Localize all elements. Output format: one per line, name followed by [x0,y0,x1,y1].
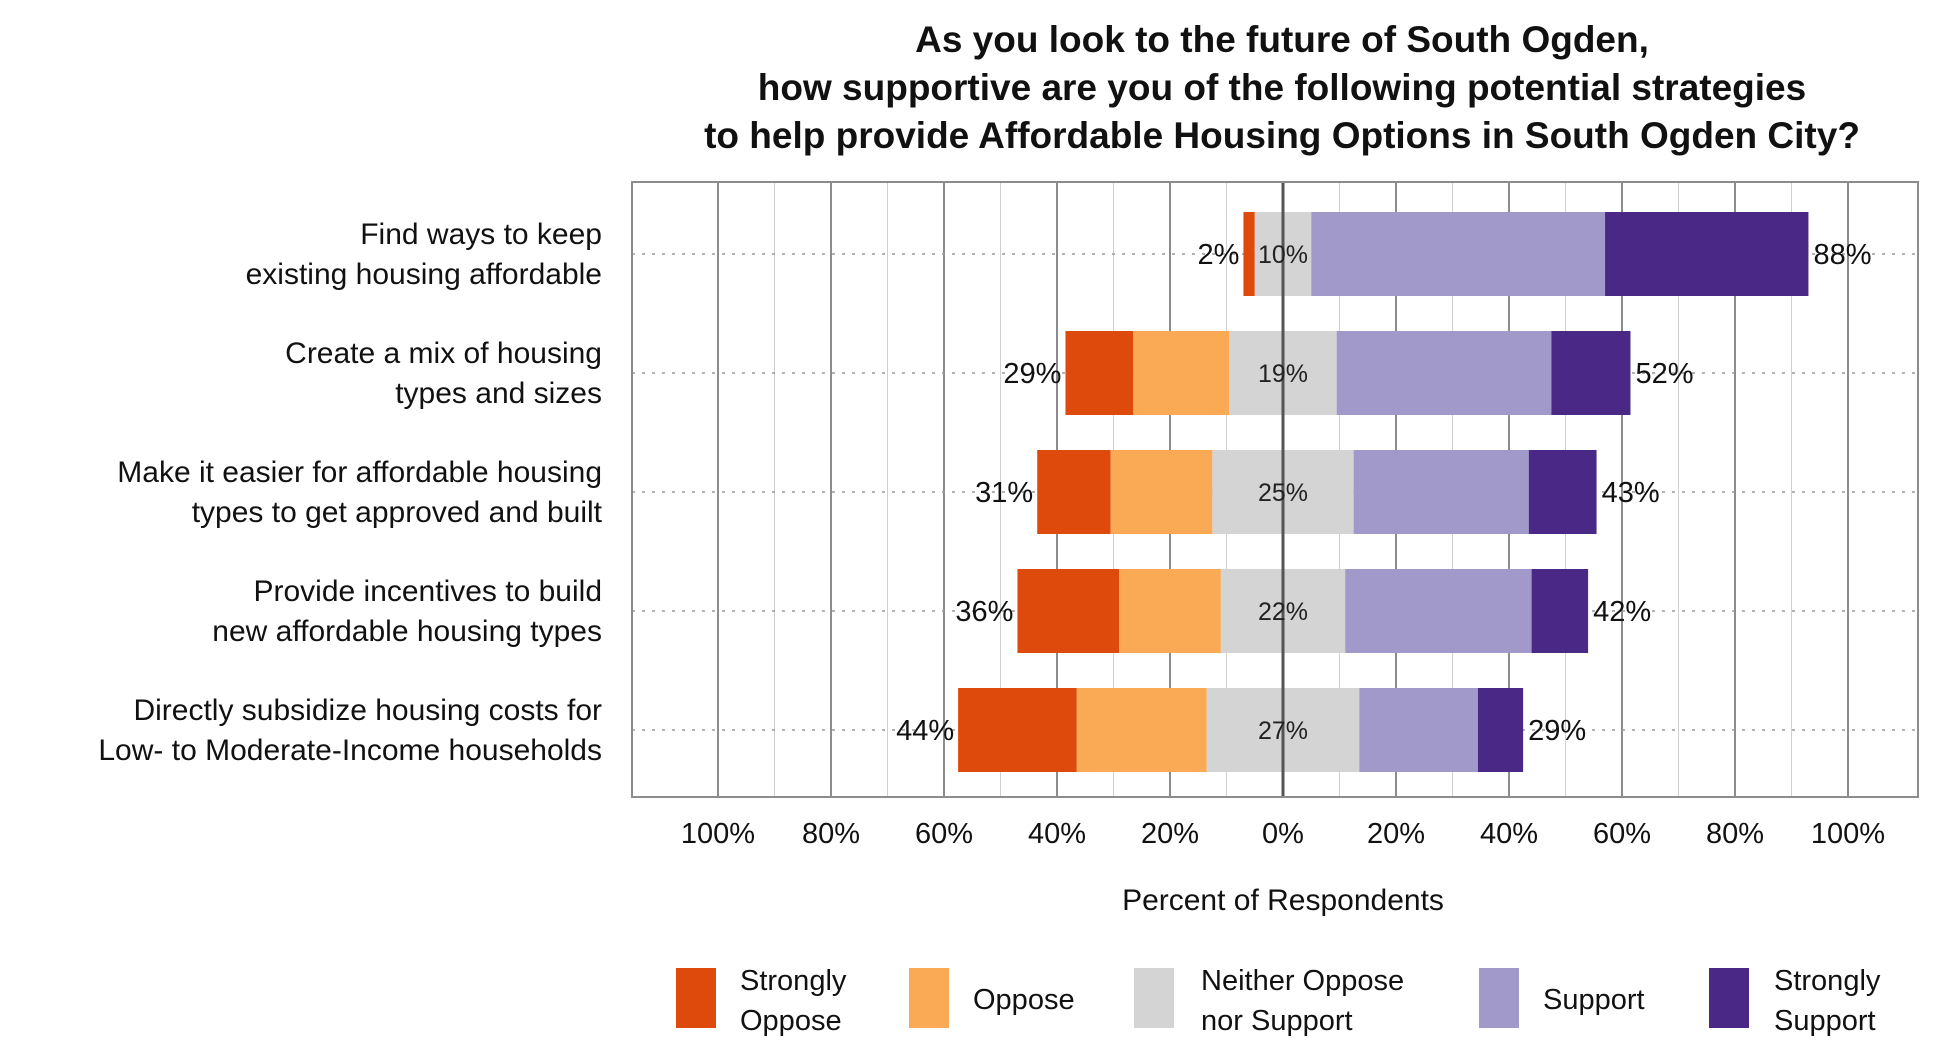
bar-segment-oppose [1133,331,1230,415]
category-label: Provide incentives to build [253,575,602,608]
chart-title: As you look to the future of South Ogden… [704,19,1860,156]
category-label: types to get approved and built [192,496,603,529]
x-tick-label: 20% [1141,818,1199,850]
chart-title-line-1: As you look to the future of South Ogden… [915,19,1649,60]
bar-segment-strongly-oppose [1017,569,1120,653]
bar-segment-strongly-support [1477,688,1524,772]
plot-frame [631,181,1919,798]
bar-segment-oppose [1110,450,1213,534]
bar-segment-oppose [1076,688,1207,772]
oppose-total-label: 29% [1003,358,1061,390]
bar-segment-strongly-support [1531,569,1589,653]
category-label: Directly subsidize housing costs for [133,694,602,727]
bar-segment-strongly-support [1605,212,1809,296]
category-label: existing housing affordable [246,258,602,291]
category-labels: Find ways to keep existing housing afford… [98,218,602,767]
bar-segment-strongly-oppose [1037,450,1111,534]
support-total-label: 29% [1528,715,1586,747]
oppose-total-label: 31% [975,477,1033,509]
legend-label: Oppose [973,984,1075,1016]
legend-swatch [1709,968,1749,1028]
bar-segment-support [1353,450,1529,534]
x-axis-title: Percent of Respondents [1122,884,1444,917]
data-labels: 2% 10% 88% 29% 19% 52% 31% 25% 43% 36% 22% 42% 44% 27… [896,239,1871,747]
oppose-total-label: 44% [896,715,954,747]
x-tick-label: 60% [915,818,973,850]
oppose-total-label: 2% [1198,239,1240,271]
legend-label: Neither Oppose [1201,965,1404,997]
x-axis-ticks: 100% 80% 60% 40% 20% 0% 20% 40% 60% 80% 100% [681,818,1885,850]
bar-segment-strongly-support [1551,331,1631,415]
category-label: new affordable housing types [212,615,602,648]
neutral-label: 22% [1258,598,1308,626]
bars [958,212,1809,772]
bar-segment-strongly-oppose [1243,212,1255,296]
x-tick-label: 100% [1811,818,1885,850]
support-total-label: 88% [1813,239,1871,271]
bar-segment-strongly-support [1528,450,1597,534]
oppose-total-label: 36% [955,596,1013,628]
x-tick-label: 20% [1367,818,1425,850]
legend-label: Strongly [1774,965,1881,997]
legend-label: Oppose [740,1005,842,1037]
legend-label: Support [1774,1005,1876,1037]
bar-segment-support [1311,212,1606,296]
bar-segment-strongly-oppose [958,688,1077,772]
support-total-label: 43% [1602,477,1660,509]
legend: Strongly Oppose Oppose Neither Oppose nor Su… [676,965,1881,1037]
chart-title-line-2: how supportive are you of the following … [758,67,1806,108]
bar-segment-support [1336,331,1552,415]
category-label: Low- to Moderate-Income households [98,734,602,767]
bar-segment-support [1359,688,1478,772]
neutral-label: 27% [1258,717,1308,745]
x-tick-label: 40% [1028,818,1086,850]
chart-title-line-3: to help provide Affordable Housing Optio… [704,115,1860,156]
x-tick-label: 80% [802,818,860,850]
legend-label: Strongly [740,965,847,997]
x-tick-label: 40% [1480,818,1538,850]
x-tick-label: 80% [1706,818,1764,850]
category-label: Create a mix of housing [285,337,602,370]
legend-label: nor Support [1201,1005,1353,1037]
legend-label: Support [1543,984,1645,1016]
legend-swatch [676,968,716,1028]
bar-segment-support [1345,569,1532,653]
support-total-label: 52% [1635,358,1693,390]
support-total-label: 42% [1593,596,1651,628]
legend-swatch [909,968,949,1028]
neutral-label: 25% [1258,479,1308,507]
bar-segment-strongly-oppose [1065,331,1134,415]
legend-swatch [1479,968,1519,1028]
x-tick-label: 0% [1262,818,1304,850]
x-tick-label: 100% [681,818,755,850]
bar-segment-oppose [1119,569,1221,653]
category-label: Make it easier for affordable housing [117,456,602,489]
category-label: types and sizes [395,377,602,410]
neutral-label: 10% [1258,241,1308,269]
category-label: Find ways to keep [360,218,602,251]
x-tick-label: 60% [1593,818,1651,850]
neutral-label: 19% [1258,360,1308,388]
legend-swatch [1134,968,1174,1028]
